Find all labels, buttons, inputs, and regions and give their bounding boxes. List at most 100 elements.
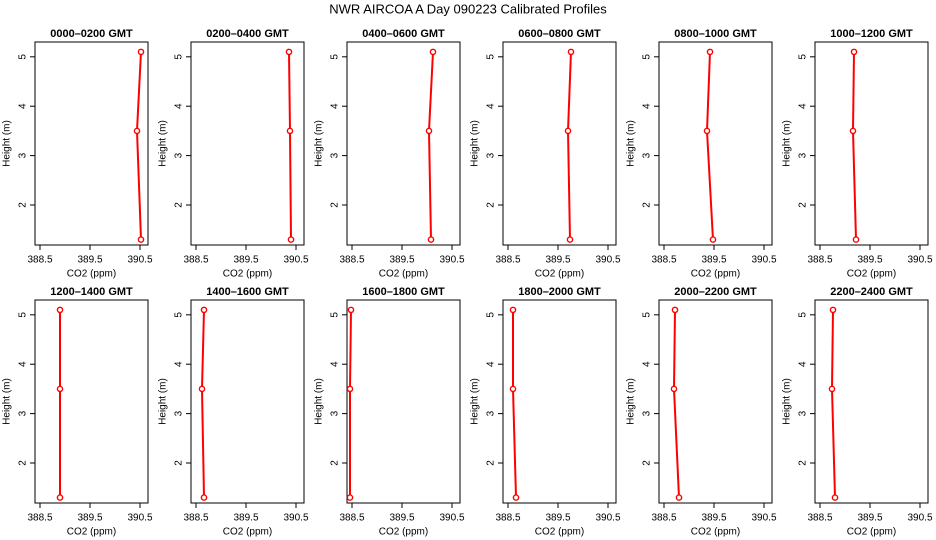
- data-point: [706, 48, 714, 56]
- data-point: [509, 385, 517, 393]
- data-point: [675, 494, 683, 501]
- y-tick-label: 2: [642, 460, 653, 466]
- profile-line: [672, 309, 680, 498]
- y-tick-label: 3: [174, 152, 185, 158]
- data-point: [566, 236, 574, 243]
- y-tick-label: 3: [174, 410, 185, 416]
- y-tick-label: 3: [486, 152, 497, 158]
- y-tick-label: 4: [798, 361, 809, 367]
- x-tick-label: 390.5: [595, 513, 620, 524]
- data-point: [831, 494, 839, 501]
- profile-line: [851, 51, 857, 240]
- y-axis-label: Height (m): [470, 378, 481, 425]
- y-tick-label: 4: [642, 103, 653, 109]
- x-tick-label: 389.5: [233, 255, 258, 266]
- x-tick-label: 389.5: [857, 513, 882, 524]
- data-point: [347, 306, 355, 314]
- y-tick-label: 3: [18, 152, 29, 158]
- x-tick-label: 389.5: [545, 255, 570, 266]
- x-axis-label: CO2 (ppm): [379, 269, 428, 280]
- x-axis-label: CO2 (ppm): [847, 527, 896, 538]
- plot-frame: [502, 299, 617, 504]
- y-tick-label: 3: [798, 410, 809, 416]
- panel-title: 1800–2000 GMT: [518, 286, 601, 298]
- y-tick-label: 5: [486, 54, 497, 60]
- main-title: NWR AIRCOA A Day 090223 Calibrated Profi…: [329, 1, 607, 16]
- profile-line: [288, 51, 292, 240]
- data-point: [137, 236, 145, 243]
- data-point: [285, 48, 293, 56]
- y-tick-label: 2: [174, 202, 185, 208]
- y-tick-label: 4: [18, 103, 29, 109]
- profile-line: [135, 51, 142, 240]
- y-axis-label: Height (m): [626, 378, 637, 425]
- y-axis-label: Height (m): [782, 378, 793, 425]
- data-point: [425, 127, 433, 135]
- y-tick-label: 4: [330, 361, 341, 367]
- data-point: [56, 494, 64, 501]
- x-tick-label: 389.5: [389, 255, 414, 266]
- plot-frame: [34, 299, 149, 504]
- panel-title: 0800–1000 GMT: [674, 28, 757, 40]
- panel-title: 0400–0600 GMT: [362, 28, 445, 40]
- data-point: [829, 306, 837, 314]
- data-point: [852, 236, 860, 243]
- y-axis-label: Height (m): [2, 120, 13, 167]
- x-axis-label: CO2 (ppm): [691, 527, 740, 538]
- data-point: [709, 236, 717, 243]
- x-axis-label: CO2 (ppm): [67, 269, 116, 280]
- profile-line: [705, 51, 714, 240]
- y-tick-label: 5: [18, 312, 29, 318]
- plot-frame: [814, 299, 929, 504]
- x-axis-label: CO2 (ppm): [223, 269, 272, 280]
- y-tick-label: 5: [798, 54, 809, 60]
- x-tick-label: 388.5: [651, 255, 676, 266]
- x-tick-label: 389.5: [77, 255, 102, 266]
- x-tick-label: 390.5: [127, 255, 152, 266]
- plot-frame: [190, 41, 305, 246]
- y-tick-label: 4: [174, 103, 185, 109]
- y-tick-label: 2: [18, 202, 29, 208]
- x-axis-label: CO2 (ppm): [535, 527, 584, 538]
- x-tick-label: 389.5: [233, 513, 258, 524]
- y-tick-label: 2: [798, 460, 809, 466]
- plot-frame: [658, 41, 773, 246]
- data-point: [56, 385, 64, 393]
- x-tick-label: 390.5: [751, 513, 776, 524]
- y-axis-label: Height (m): [158, 378, 169, 425]
- y-tick-label: 5: [330, 54, 341, 60]
- x-tick-label: 390.5: [283, 255, 308, 266]
- y-axis-label: Height (m): [314, 120, 325, 167]
- data-point: [137, 48, 145, 56]
- x-axis-label: CO2 (ppm): [847, 269, 896, 280]
- data-point: [849, 127, 857, 135]
- panel-title: 1400–1600 GMT: [206, 286, 289, 298]
- plot-frame: [502, 41, 617, 246]
- y-tick-label: 3: [486, 410, 497, 416]
- data-point: [427, 236, 435, 243]
- x-axis-label: CO2 (ppm): [379, 527, 428, 538]
- profile-line: [830, 309, 836, 498]
- panel-title: 2200–2400 GMT: [830, 286, 913, 298]
- data-point: [509, 306, 517, 314]
- x-axis-label: CO2 (ppm): [67, 527, 116, 538]
- plot-frame: [346, 299, 461, 504]
- y-tick-label: 5: [798, 312, 809, 318]
- data-point: [512, 494, 520, 501]
- data-point: [671, 306, 679, 314]
- profile-line: [566, 51, 572, 240]
- x-axis-label: CO2 (ppm): [691, 269, 740, 280]
- y-tick-label: 4: [486, 103, 497, 109]
- y-tick-label: 3: [18, 410, 29, 416]
- y-tick-label: 4: [330, 103, 341, 109]
- data-point: [286, 127, 294, 135]
- plot-frame: [814, 41, 929, 246]
- data-point: [346, 385, 354, 393]
- x-axis-label: CO2 (ppm): [535, 269, 584, 280]
- x-tick-label: 389.5: [857, 255, 882, 266]
- x-tick-label: 388.5: [807, 255, 832, 266]
- x-axis-label: CO2 (ppm): [223, 527, 272, 538]
- y-tick-label: 2: [642, 202, 653, 208]
